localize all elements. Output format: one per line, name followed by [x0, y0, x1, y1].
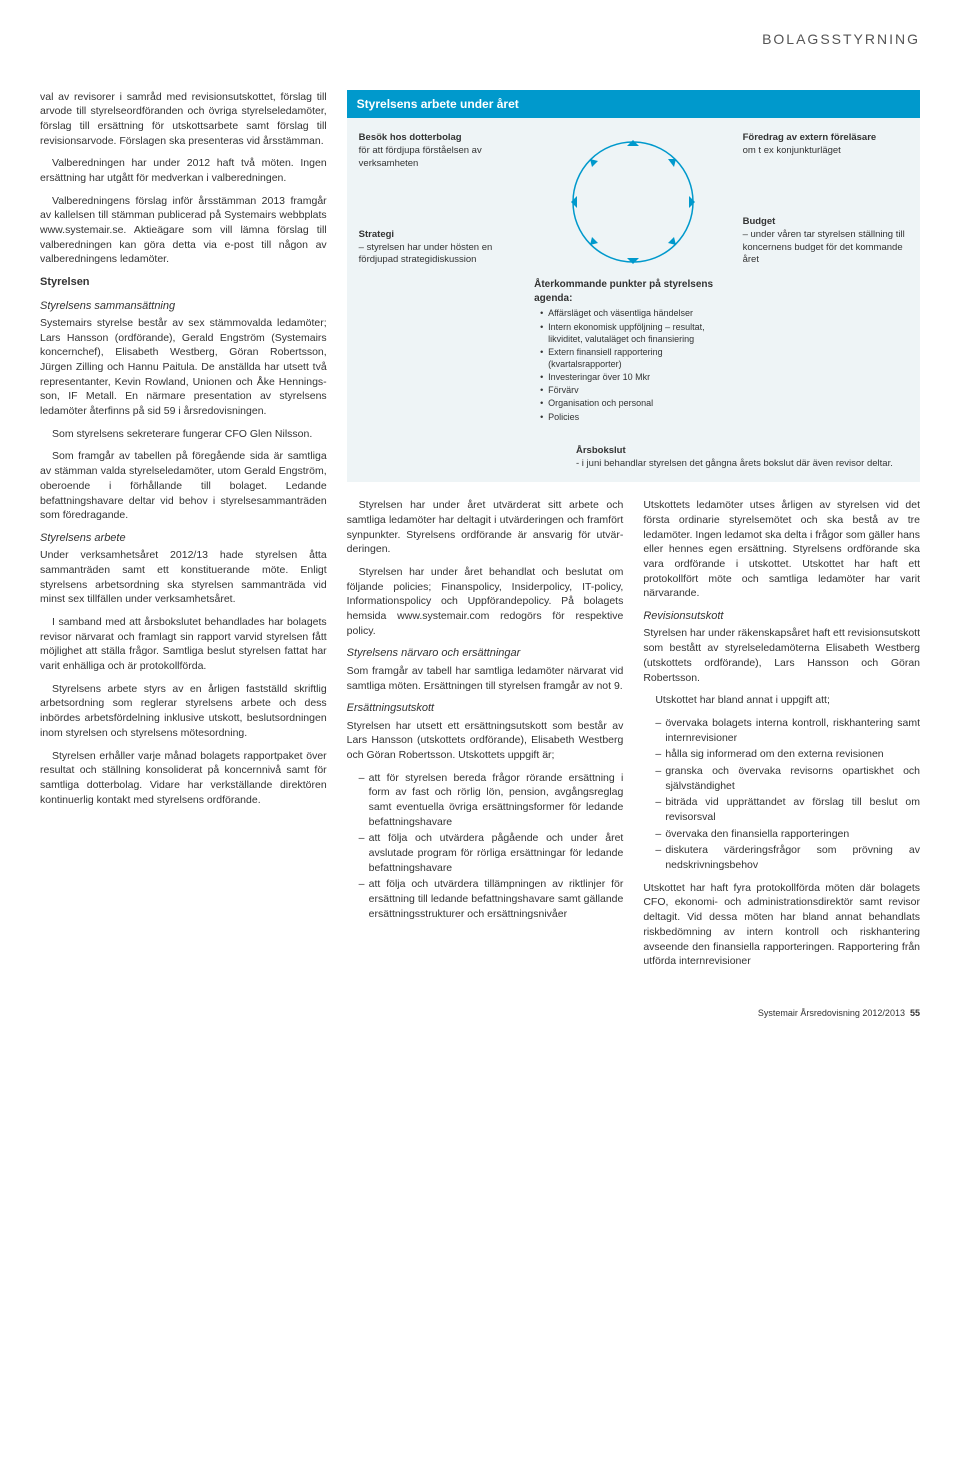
c1-p4: Systemairs styrelse består av sex stäm­m… [40, 316, 327, 419]
main-columns: val av revisorer i samråd med revisions­… [40, 90, 920, 977]
c2-h-ersatt: Ersättningsutskott [347, 701, 624, 716]
diag-right-2-text: – under våren tar styrelsen ställning ti… [743, 229, 905, 266]
agenda-block: Återkommande punkter på styrelsens agend… [534, 278, 733, 423]
diagram-right: Föredrag av extern föreläsare om t ex ko… [743, 132, 908, 423]
diag-right-1: Föredrag av extern föreläsare om t ex ko… [743, 132, 908, 158]
c3-h-rev: Revisionsutskott [643, 609, 920, 624]
diag-left-2-text: – styrelsen har under hösten en fördjupa… [359, 242, 493, 266]
agenda-item: Affärsläget och väsentliga händelser [540, 307, 733, 319]
c2-li1: att för styrelsen bereda frågor rörande … [359, 771, 624, 830]
c3-li3: granska och övervaka revisorns opartisk­… [655, 764, 920, 793]
column-3: Utskottets ledamöter utses årligen av st… [643, 498, 920, 977]
c3-li6: diskutera värderingsfrågor som prövning … [655, 843, 920, 872]
agenda-item: Intern ekonomisk uppföljning – resultat,… [540, 321, 733, 345]
c1-p10: Styrelsen erhåller varje månad bolagets … [40, 749, 327, 808]
c1-h-arbete: Styrelsens arbete [40, 531, 327, 546]
c2-p3: Som framgår av tabell har samtliga ledam… [347, 664, 624, 693]
header-title: BOLAGSSTYRNING [762, 31, 920, 47]
agenda-list: Affärsläget och väsentliga händelser Int… [540, 307, 733, 422]
diag-left-1-title: Besök hos dotterbolag [359, 132, 524, 145]
diag-left-2-title: Strategi [359, 229, 524, 242]
c2-p1: Styrelsen har under året utvärderat sitt… [347, 498, 624, 557]
page-header: BOLAGSSTYRNING [40, 30, 920, 50]
c3-list: övervaka bolagets interna kontroll, risk… [655, 716, 920, 873]
footer-text: Systemair Årsredovisning 2012/2013 [758, 1008, 905, 1018]
c1-h-styrelsen: Styrelsen [40, 275, 327, 290]
c3-p4: Utskottet har haft fyra protokollförda m… [643, 881, 920, 969]
cycle-circle [563, 132, 703, 272]
diagram-box: Styrelsens arbete under året Besök hos d… [347, 90, 920, 483]
c2-p4: Styrelsen har utsett ett ersättningsutsk… [347, 719, 624, 763]
c3-p1: Utskottets ledamöter utses årligen av st… [643, 498, 920, 601]
diag-bottom-title: Årsbokslut [576, 444, 908, 457]
diag-bottom-text: - i juni behandlar styrelsen det gångna … [576, 458, 893, 469]
diagram-center: Återkommande punkter på styrelsens agend… [534, 132, 733, 423]
agenda-item: Extern finansiell rapportering (kvartals… [540, 346, 733, 370]
c3-p3: Utskottet har bland annat i uppgift att; [643, 693, 920, 708]
diag-right-1-text: om t ex konjunkturläget [743, 145, 841, 156]
agenda-title: Återkommande punkter på styrelsens agend… [534, 278, 733, 305]
diag-left-2: Strategi – styrelsen har under hösten en… [359, 229, 524, 267]
c3-li2: hålla sig informerad om den externa revi… [655, 747, 920, 762]
c3-li1: övervaka bolagets interna kontroll, risk… [655, 716, 920, 745]
c1-p3: Valberedningens förslag inför årsstäm­ma… [40, 194, 327, 267]
c3-li5: övervaka den finansiella rapporteringen [655, 827, 920, 842]
agenda-item: Organisation och personal [540, 397, 733, 409]
c2-li2: att följa och utvärdera pågående och und… [359, 831, 624, 875]
diag-right-2: Budget – under våren tar styrelsen ställ… [743, 216, 908, 267]
footer-page: 55 [910, 1008, 920, 1018]
lower-columns: Styrelsen har under året utvärderat sitt… [347, 498, 920, 977]
diag-right-2-title: Budget [743, 216, 908, 229]
agenda-item: Förvärv [540, 384, 733, 396]
c1-h-samman: Styrelsens sammansättning [40, 299, 327, 314]
c1-p8: I samband med att årsbokslutet behand­la… [40, 615, 327, 674]
agenda-item: Investeringar över 10 Mkr [540, 371, 733, 383]
c2-p2: Styrelsen har under året behandlat och b… [347, 565, 624, 638]
diag-right-1-title: Föredrag av extern föreläsare [743, 132, 908, 145]
diagram-title: Styrelsens arbete under året [347, 90, 920, 119]
agenda-item: Policies [540, 411, 733, 423]
c1-p5: Som styrelsens sekreterare fungerar CFO … [40, 427, 327, 442]
c1-p6: Som framgår av tabellen på föregå­ende s… [40, 449, 327, 522]
diag-left-1: Besök hos dotterbolag för att fördjupa f… [359, 132, 524, 170]
right-block: Styrelsens arbete under året Besök hos d… [347, 90, 920, 977]
column-1: val av revisorer i samråd med revisions­… [40, 90, 327, 977]
diag-left-1-text: för att fördjupa förstå­elsen av verksam… [359, 145, 482, 169]
diagram-body: Besök hos dotterbolag för att fördjupa f… [347, 118, 920, 437]
diagram-left: Besök hos dotterbolag för att fördjupa f… [359, 132, 524, 423]
c2-li3: att följa och utvärdera tillämpningen av… [359, 877, 624, 921]
c2-list: att för styrelsen bereda frågor rörande … [359, 771, 624, 922]
c1-p2: Valberedningen har under 2012 haft två m… [40, 156, 327, 185]
c1-p1: val av revisorer i samråd med revisions­… [40, 90, 327, 149]
diagram-bottom: Årsbokslut - i juni behandlar styrelsen … [347, 438, 920, 483]
page-footer: Systemair Årsredovisning 2012/2013 55 [40, 1007, 920, 1020]
c3-p2: Styrelsen har under räkenskapsåret haft … [643, 626, 920, 685]
c1-p7: Under verksamhetsåret 2012/13 hade styre… [40, 548, 327, 607]
column-2: Styrelsen har under året utvärderat sitt… [347, 498, 624, 977]
c2-h-narvaro: Styrelsens närvaro och ersättningar [347, 646, 624, 661]
c3-li4: biträda vid upprättandet av förslag till… [655, 795, 920, 824]
c1-p9: Styrelsens arbete styrs av en årligen fa… [40, 682, 327, 741]
